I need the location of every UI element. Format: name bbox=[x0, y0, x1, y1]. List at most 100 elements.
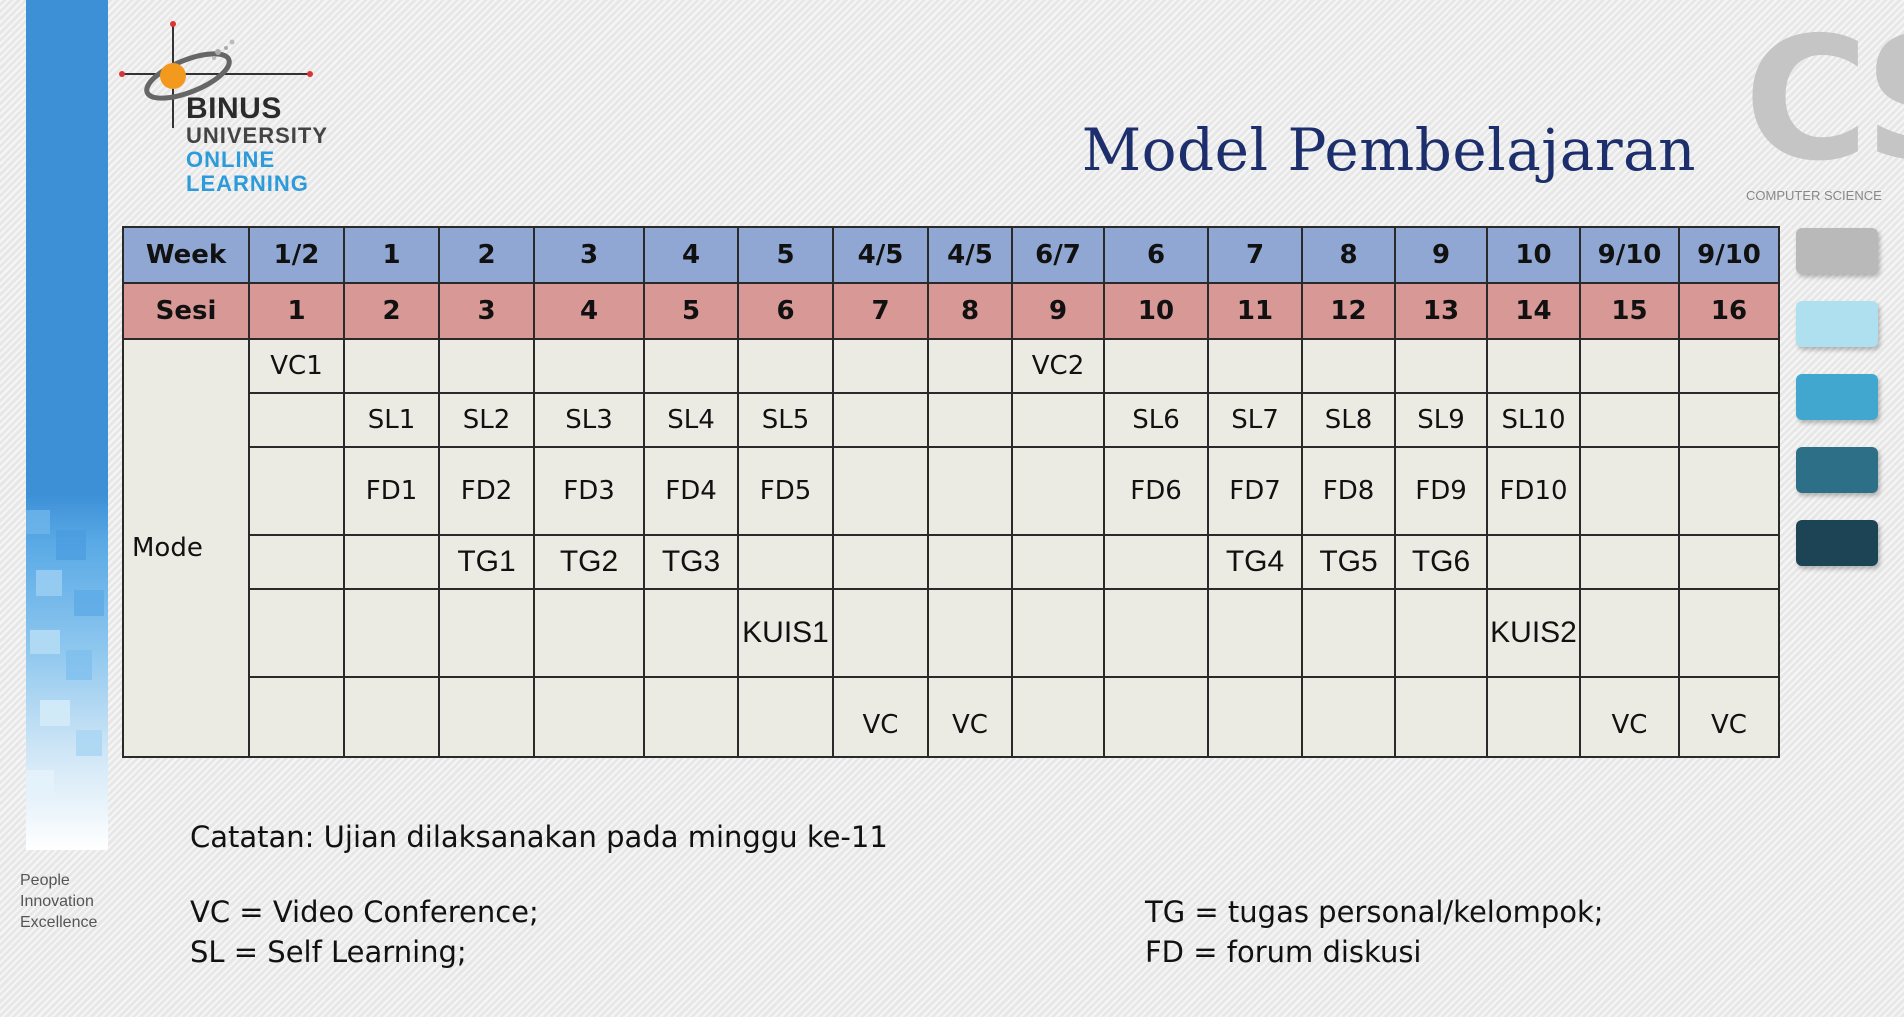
sesi-cell: 4 bbox=[533, 282, 645, 340]
swatch-teal bbox=[1796, 447, 1878, 493]
mode-cell-entry bbox=[1207, 588, 1303, 678]
mode-cell-entry bbox=[737, 338, 834, 394]
mode-cell-entry bbox=[248, 588, 345, 678]
week-cell: 7 bbox=[1207, 226, 1303, 284]
week-cell: 1 bbox=[343, 226, 440, 284]
mode-cell-entry: SL3 bbox=[533, 392, 645, 448]
mode-cell-entry: VC bbox=[832, 676, 929, 758]
sesi-cell: 2 bbox=[343, 282, 440, 340]
mosaic-decoration bbox=[26, 510, 104, 798]
mode-cell-entry bbox=[248, 392, 345, 448]
week-cell: 4/5 bbox=[832, 226, 929, 284]
logo-binus: BINUS bbox=[186, 92, 282, 125]
mode-cell-entry bbox=[438, 676, 535, 758]
mode-cell-entry bbox=[1103, 338, 1209, 394]
mode-cell-entry bbox=[1486, 338, 1581, 394]
week-cell: 9/10 bbox=[1678, 226, 1780, 284]
mode-cell-entry bbox=[533, 676, 645, 758]
mode-row: Mode VC1 VC2 bbox=[122, 338, 1780, 758]
mode-cell-entry bbox=[1011, 588, 1105, 678]
mode-cell-entry: FD2 bbox=[438, 446, 535, 536]
mode-cell-entry bbox=[343, 338, 440, 394]
mode-cell-entry bbox=[1103, 588, 1209, 678]
mode-cell-entry bbox=[1678, 338, 1780, 394]
color-swatches bbox=[1796, 228, 1878, 593]
mode-cell-entry bbox=[927, 446, 1013, 536]
mode-cell-entry: TG3 bbox=[643, 534, 739, 590]
week-cell: 3 bbox=[533, 226, 645, 284]
week-cell: 8 bbox=[1301, 226, 1396, 284]
logo-online: ONLINE bbox=[186, 147, 276, 172]
legend-sl: SL = Self Learning; bbox=[190, 935, 467, 969]
mode-cell-entry bbox=[737, 534, 834, 590]
mode-cell-entry: FD4 bbox=[643, 446, 739, 536]
mode-cell-entry bbox=[927, 392, 1013, 448]
mode-cell-entry: VC2 bbox=[1011, 338, 1105, 394]
week-cell: 6 bbox=[1103, 226, 1209, 284]
mode-cell-entry bbox=[533, 588, 645, 678]
mode-cell-entry bbox=[643, 676, 739, 758]
mode-cell-entry: TG6 bbox=[1394, 534, 1488, 590]
week-header: Week bbox=[122, 226, 250, 284]
mode-row: VC VC VC VC bbox=[123, 676, 1780, 758]
mode-cell-entry bbox=[1011, 392, 1105, 448]
mode-cell-entry: SL1 bbox=[343, 392, 440, 448]
mode-cell-entry bbox=[832, 446, 929, 536]
sesi-cell: 8 bbox=[927, 282, 1013, 340]
mode-cell-entry bbox=[1678, 588, 1780, 678]
sesi-cell: 1 bbox=[248, 282, 345, 340]
mode-cell-entry bbox=[1678, 534, 1780, 590]
week-cell: 4/5 bbox=[927, 226, 1013, 284]
page-title: Model Pembelajaran bbox=[1081, 116, 1696, 184]
mode-cell-entry bbox=[533, 338, 645, 394]
sesi-cell: 12 bbox=[1301, 282, 1396, 340]
mode-cell-entry: FD3 bbox=[533, 446, 645, 536]
mode-row: KUIS1 KUIS2 bbox=[123, 588, 1780, 678]
mode-cell-entry: KUIS2 bbox=[1486, 588, 1581, 678]
mode-cell-entry bbox=[1486, 676, 1581, 758]
tagline-people: People bbox=[20, 872, 70, 889]
mode-cell-entry bbox=[1207, 676, 1303, 758]
mode-cell-entry bbox=[1301, 588, 1396, 678]
week-cell: 9 bbox=[1394, 226, 1488, 284]
mode-cell-entry bbox=[1579, 392, 1680, 448]
mode-cell-entry: SL5 bbox=[737, 392, 834, 448]
week-row: Week 1/2 1 2 3 4 5 4/5 4/5 6/7 6 7 8 9 10 9/10 9/10 bbox=[122, 226, 1780, 284]
mode-cell-entry bbox=[832, 392, 929, 448]
mode-cell-entry bbox=[1207, 338, 1303, 394]
cs-logo-subtitle: COMPUTER SCIENCE bbox=[1746, 188, 1882, 203]
sesi-cell: 13 bbox=[1394, 282, 1488, 340]
mode-cell-entry: FD7 bbox=[1207, 446, 1303, 536]
mode-cell-entry bbox=[343, 588, 440, 678]
sesi-cell: 11 bbox=[1207, 282, 1303, 340]
legend-tg: TG = tugas personal/kelompok; bbox=[1145, 895, 1604, 929]
sesi-cell: 7 bbox=[832, 282, 929, 340]
mode-cell-entry bbox=[1011, 446, 1105, 536]
mode-cell-entry bbox=[643, 588, 739, 678]
mode-row: TG1 TG2 TG3 TG4 TG5 TG6 bbox=[123, 534, 1780, 590]
binus-logo-icon bbox=[119, 21, 313, 128]
mode-cell-entry: VC bbox=[1579, 676, 1680, 758]
mode-cell-entry bbox=[1579, 446, 1680, 536]
mode-cell-entry bbox=[248, 446, 345, 536]
week-cell: 10 bbox=[1486, 226, 1581, 284]
logo-learning: LEARNING bbox=[186, 171, 309, 196]
week-cell: 1/2 bbox=[248, 226, 345, 284]
legend-vc: VC = Video Conference; bbox=[190, 895, 539, 929]
sesi-cell: 15 bbox=[1579, 282, 1680, 340]
mode-cell-entry: FD10 bbox=[1486, 446, 1581, 536]
sesi-cell: 3 bbox=[438, 282, 535, 340]
mode-row: SL1 SL2 SL3 SL4 SL5 SL6 SL7 SL8 SL9 SL10 bbox=[123, 392, 1780, 448]
mode-cell-entry: FD9 bbox=[1394, 446, 1488, 536]
cs-logo: CS bbox=[1744, 1, 1904, 199]
mode-cell-entry: TG4 bbox=[1207, 534, 1303, 590]
sesi-row: Sesi 1 2 3 4 5 6 7 8 9 10 11 12 13 14 15 16 bbox=[122, 282, 1780, 340]
mode-cell-entry bbox=[1011, 676, 1105, 758]
mode-cell-entry bbox=[737, 676, 834, 758]
mode-cell-entry: VC1 bbox=[248, 338, 345, 394]
mode-cell-entry: FD8 bbox=[1301, 446, 1396, 536]
mode-cell-entry: TG5 bbox=[1301, 534, 1396, 590]
sesi-cell: 6 bbox=[737, 282, 834, 340]
mode-cell-entry: FD1 bbox=[343, 446, 440, 536]
logo-university: UNIVERSITY bbox=[186, 123, 329, 148]
